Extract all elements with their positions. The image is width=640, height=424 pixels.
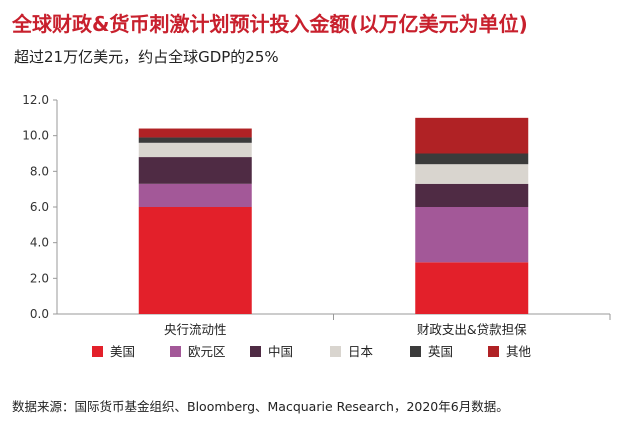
legend-swatch [170,346,181,357]
y-tick-label: 6.0 [30,200,49,214]
bar-segment [138,137,252,143]
bar-segment [138,207,252,314]
legend-label: 英国 [428,344,453,359]
legend-label: 欧元区 [188,344,226,359]
legend-swatch [488,346,499,357]
y-tick-label: 10.0 [22,129,49,143]
legend-swatch [410,346,421,357]
bar-segment [415,207,529,263]
bar-segment [415,153,529,165]
y-tick-label: 0.0 [30,307,49,321]
legend-label: 美国 [110,344,135,359]
bar-segment [138,183,252,207]
bar-segment [415,117,529,154]
y-tick-label: 2.0 [30,271,49,285]
y-tick-label: 8.0 [30,164,49,178]
bar-segment [138,128,252,138]
y-tick-label: 12.0 [22,93,49,107]
bar-segment [415,262,529,314]
legend-swatch [250,346,261,357]
y-tick-label: 4.0 [30,236,49,250]
bar-segment [415,183,529,207]
legend-label: 其他 [506,344,532,359]
x-category-label: 财政支出&贷款担保 [417,322,527,337]
legend-label: 日本 [348,344,374,359]
chart-title: 全球财政&货币刺激计划预计投入金额(以万亿美元为单位) [12,12,528,36]
bar-segment [415,164,529,184]
bar-segment [138,142,252,158]
legend-swatch [92,346,103,357]
data-source-note: 数据来源：国际货币基金组织、Bloomberg、Macquarie Resear… [12,399,509,414]
legend-label: 中国 [268,344,293,359]
legend-swatch [330,346,341,357]
bar-segment [138,157,252,184]
chart-subtitle: 超过21万亿美元，约占全球GDP的25% [14,48,279,66]
x-category-label: 央行流动性 [164,322,227,337]
